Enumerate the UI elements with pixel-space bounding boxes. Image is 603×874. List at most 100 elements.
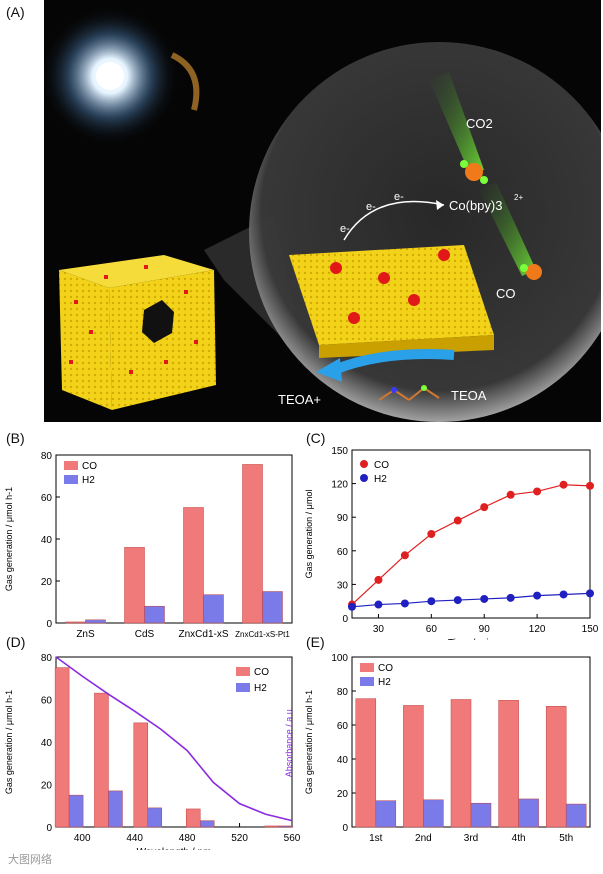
bar-co: [124, 547, 145, 624]
nanocage-cube: [59, 255, 214, 288]
x-tick-label: CdS: [135, 629, 155, 640]
chart-d: 0 20 40 60 80 Gas generation / μmol h-1 400 440…: [4, 653, 300, 850]
x-tick-label: ZnxCd1-xS-Pt1: [235, 630, 290, 639]
electron-label: e-: [366, 201, 376, 213]
x-tick-label: 1st: [369, 833, 383, 844]
teoa-plus-label: TEOA+: [278, 392, 321, 407]
x-tick-label: 90: [479, 624, 491, 635]
data-point-H2: [348, 602, 356, 611]
y-tick-label: 0: [342, 823, 348, 834]
y-tick-label: 30: [337, 580, 349, 591]
data-point-CO: [559, 480, 568, 489]
x-tick-label: 400: [74, 833, 91, 844]
x-tick-label: 560: [284, 833, 300, 844]
data-point-H2: [453, 596, 462, 605]
y-axis-label: Gas generation / μmol h-1: [304, 690, 314, 794]
y-tick-label: 20: [337, 789, 349, 800]
chart-c: 0 30 60 90 120 150 Gas generation / μmol 30 60 90…: [304, 446, 599, 640]
legend-co-marker: [360, 460, 368, 468]
series-line-CO: [351, 484, 591, 605]
bar-co: [450, 699, 472, 828]
bar-co: [355, 698, 377, 828]
catalyst-slab: [289, 245, 494, 345]
y-tick-label: 80: [41, 451, 53, 462]
legend-h2-text: H2: [254, 683, 267, 694]
panel-b-label: (B): [6, 430, 25, 446]
series-line-H2: [351, 592, 591, 608]
co-molecule-icon: [526, 264, 542, 280]
y-tick-label: 40: [337, 755, 349, 766]
data-point-CO: [427, 530, 436, 538]
bar-h2: [203, 594, 224, 624]
bar-h2: [108, 790, 123, 828]
panel-e-label: (E): [306, 634, 325, 650]
x-tick-label: 3rd: [464, 833, 478, 844]
legend-h2-swatch: [236, 683, 250, 692]
teoa-label: TEOA: [451, 388, 487, 403]
bar-co: [65, 621, 86, 624]
x-tick-label: 480: [179, 833, 196, 844]
electron-label: e-: [340, 223, 350, 235]
bar-co: [545, 706, 567, 828]
y-tick-label: 20: [41, 577, 53, 588]
data-point-CO: [533, 487, 542, 496]
panel-d-label: (D): [6, 634, 26, 650]
y-axis-label: Gas generation / μmol h-1: [4, 487, 14, 591]
x-tick-label: 2nd: [415, 833, 432, 844]
chart-b: 0 20 40 60 80 Gas generation / μmol h-1 ZnS CdS…: [4, 451, 293, 640]
legend-co-swatch: [360, 663, 374, 672]
data-point-CO: [374, 575, 383, 584]
x-tick-label: 60: [426, 624, 438, 635]
panel-a-label: (A): [6, 4, 25, 20]
legend-co-swatch: [236, 667, 250, 676]
x-tick-label: ZnxCd1-xS: [178, 629, 228, 640]
watermark: 大图网络: [8, 854, 52, 866]
bar-h2: [85, 619, 106, 624]
chart-e: 0 20 40 60 80 100 Gas generation / μmol h-1 1st…: [304, 653, 591, 844]
bar-co: [133, 722, 149, 828]
cobpy-label: Co(bpy)3: [449, 198, 502, 213]
bar-h2: [262, 591, 283, 624]
bar-h2: [518, 798, 539, 828]
x-tick-label: 30: [373, 624, 385, 635]
x-tick-label: 150: [582, 624, 599, 635]
bar-h2: [423, 799, 444, 828]
bar-co: [185, 808, 201, 828]
bar-h2: [147, 807, 163, 828]
bar-h2: [278, 825, 294, 828]
y-tick-label: 80: [41, 653, 53, 664]
data-point-CO: [453, 516, 462, 525]
y-axis-label: Gas generation / μmol: [304, 490, 314, 579]
legend-h2-text: H2: [374, 474, 387, 485]
x-tick-label: 5th: [559, 833, 573, 844]
x-axis-label: Wavelength / nm: [137, 847, 212, 850]
bar-co: [498, 700, 519, 828]
x-tick-label: 120: [529, 624, 546, 635]
bar-h2: [375, 800, 397, 828]
legend-h2-swatch: [64, 475, 78, 484]
bar-h2: [565, 803, 587, 828]
x-tick-label: ZnS: [76, 629, 95, 640]
data-point-H2: [480, 594, 489, 603]
legend-h2-swatch: [360, 677, 374, 686]
legend-co-swatch: [64, 461, 78, 470]
bar-co: [264, 825, 280, 828]
y-axis-label: Gas generation / μmol h-1: [4, 690, 14, 794]
y-tick-label: 60: [337, 721, 349, 732]
data-point-CO: [400, 551, 409, 560]
data-point-H2: [533, 591, 542, 600]
panel-a-illustration: CO2 CO Co(bpy)3 2+ e- e- e- TEOA+ TEOA: [44, 0, 601, 422]
legend-co-text: CO: [82, 461, 97, 472]
legend-co-text: CO: [374, 460, 389, 471]
data-point-H2: [506, 593, 515, 602]
bar-co: [242, 464, 263, 624]
y-tick-label: 40: [41, 535, 53, 546]
data-point-H2: [559, 590, 568, 599]
data-point-H2: [586, 589, 594, 598]
y-tick-label: 40: [41, 738, 53, 749]
plot-frame: [351, 449, 591, 619]
bar-h2: [199, 820, 215, 828]
x-tick-label: 520: [231, 833, 248, 844]
absorbance-curve: [55, 656, 293, 822]
bar-h2: [144, 605, 165, 624]
